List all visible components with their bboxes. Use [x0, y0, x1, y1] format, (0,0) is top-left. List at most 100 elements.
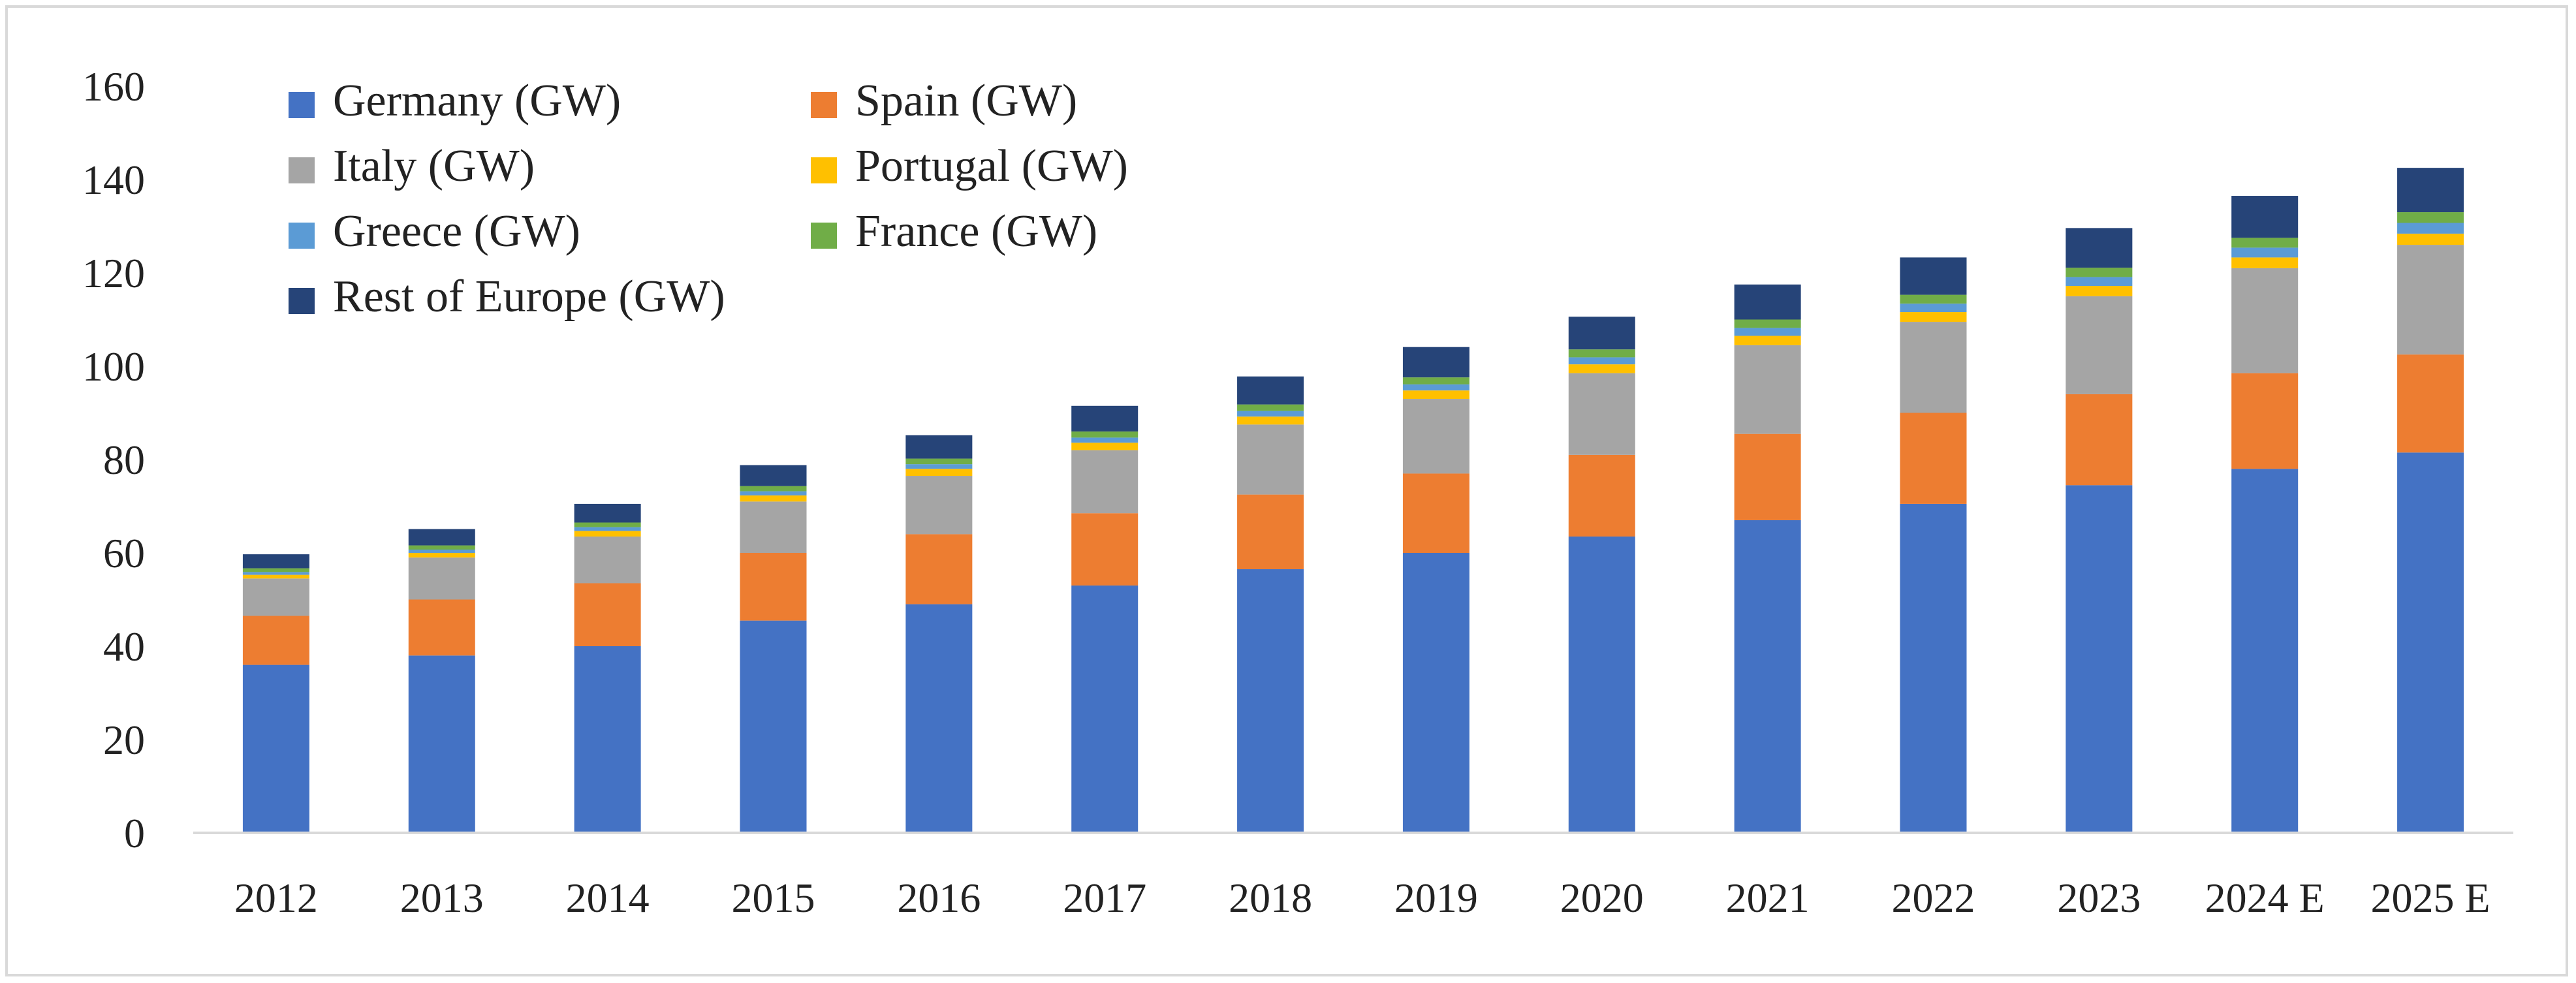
legend-label-germany-gw: Germany (GW) [333, 76, 621, 126]
x-tick-label: 2019 [1394, 875, 1478, 921]
bar-segment-portugal-gw-2012 [242, 574, 309, 579]
y-tick-label: 160 [82, 63, 145, 110]
bar-segment-greece-gw-2018 [1237, 411, 1304, 417]
bar-segment-germany-gw-2017 [1071, 585, 1139, 833]
bar-segment-germany-gw-2019 [1402, 553, 1469, 833]
bar-segment-greece-gw-2022 [1900, 304, 1967, 313]
bar-segment-france-gw-2016 [905, 458, 973, 465]
bar-segment-rest-of-europe-gw-2019 [1402, 347, 1469, 378]
bar-segment-france-gw-2014 [574, 522, 641, 527]
bar-segment-rest-of-europe-gw-2020 [1568, 317, 1635, 350]
legend-label-portugal-gw: Portugal (GW) [855, 141, 1128, 191]
bar-segment-spain-gw-2022 [1900, 413, 1967, 504]
bar-segment-portugal-gw-2021 [1734, 335, 1801, 345]
x-tick-label: 2017 [1063, 875, 1146, 921]
bar-segment-italy-gw-2015 [740, 501, 807, 553]
bar-segment-greece-gw-2012 [242, 572, 309, 575]
bar-segment-portugal-gw-2016 [905, 469, 973, 476]
bar-segment-germany-gw-2024-e [2231, 469, 2299, 833]
bar-segment-rest-of-europe-gw-2024-e [2231, 196, 2299, 238]
bar-segment-spain-gw-2019 [1402, 473, 1469, 553]
y-tick-label: 140 [82, 157, 145, 203]
bar-segment-france-gw-2020 [1568, 349, 1635, 358]
y-tick-label: 60 [103, 530, 145, 576]
x-tick-label: 2022 [1892, 875, 1975, 921]
y-tick-label: 40 [103, 623, 145, 670]
bar-segment-france-gw-2015 [740, 486, 807, 492]
bar-segment-rest-of-europe-gw-2016 [905, 435, 973, 459]
bar-segment-germany-gw-2025-e [2397, 452, 2464, 833]
bar-segment-greece-gw-2016 [905, 464, 973, 469]
bar-segment-portugal-gw-2013 [408, 553, 475, 558]
bar-segment-rest-of-europe-gw-2017 [1071, 405, 1139, 432]
x-tick-label: 2021 [1726, 875, 1810, 921]
bar-segment-italy-gw-2020 [1568, 373, 1635, 455]
x-tick-label: 2015 [732, 875, 815, 921]
legend-swatch-greece-gw [289, 223, 315, 249]
chart-frame: 0 20 40 60 80 100 120 140 160 2012 2013 2014 2015 20… [5, 5, 2568, 976]
x-tick-label: 2023 [2057, 875, 2141, 921]
bar-segment-italy-gw-2024-e [2231, 268, 2299, 373]
bar-segment-rest-of-europe-gw-2023 [2066, 228, 2133, 268]
bar-segment-italy-gw-2023 [2066, 296, 2133, 394]
bar-segment-italy-gw-2013 [408, 557, 475, 600]
y-tick-label: 0 [124, 810, 145, 856]
bar-segment-germany-gw-2012 [242, 664, 309, 833]
legend-swatch-rest-of-europe-gw [289, 288, 315, 314]
legend: Germany (GW) Spain (GW) Italy (GW) Portugal… [289, 76, 1128, 322]
bar-segment-france-gw-2023 [2066, 268, 2133, 277]
legend-label-rest-of-europe-gw: Rest of Europe (GW) [333, 272, 725, 322]
bar-segment-greece-gw-2024-e [2231, 247, 2299, 258]
legend-label-spain-gw: Spain (GW) [855, 76, 1077, 126]
bar-segment-rest-of-europe-gw-2014 [574, 503, 641, 523]
x-tick-label: 2018 [1229, 875, 1312, 921]
bar-segment-italy-gw-2012 [242, 578, 309, 616]
bar-segment-germany-gw-2013 [408, 655, 475, 833]
bar-segment-spain-gw-2012 [242, 616, 309, 665]
bar-segment-portugal-gw-2022 [1900, 312, 1967, 322]
x-tick-label: 2013 [400, 875, 484, 921]
bar-segment-portugal-gw-2020 [1568, 364, 1635, 373]
bar-segment-germany-gw-2021 [1734, 520, 1801, 833]
legend-swatch-portugal-gw [811, 157, 837, 183]
bar-segment-spain-gw-2014 [574, 583, 641, 646]
bar-segment-italy-gw-2016 [905, 476, 973, 535]
bar-segment-rest-of-europe-gw-2021 [1734, 284, 1801, 320]
bar-segment-italy-gw-2017 [1071, 450, 1139, 514]
bar-segment-germany-gw-2022 [1900, 503, 1967, 833]
bar-segment-germany-gw-2014 [574, 646, 641, 833]
bar-segment-spain-gw-2023 [2066, 394, 2133, 486]
bar-segment-rest-of-europe-gw-2022 [1900, 257, 1967, 295]
legend-label-france-gw: France (GW) [855, 206, 1097, 257]
bar-segment-spain-gw-2013 [408, 599, 475, 656]
bar-segment-spain-gw-2017 [1071, 513, 1139, 586]
bar-segment-france-gw-2018 [1237, 404, 1304, 411]
y-tick-label: 100 [82, 343, 145, 390]
bar-segment-rest-of-europe-gw-2018 [1237, 376, 1304, 405]
bar-segment-portugal-gw-2025-e [2397, 233, 2464, 245]
legend-swatch-italy-gw [289, 157, 315, 183]
bar-segment-italy-gw-2019 [1402, 399, 1469, 474]
bar-segment-france-gw-2019 [1402, 377, 1469, 384]
bar-segment-germany-gw-2020 [1568, 536, 1635, 833]
bar-segment-germany-gw-2015 [740, 620, 807, 833]
bar-segment-rest-of-europe-gw-2013 [408, 529, 475, 546]
bar-segment-france-gw-2024-e [2231, 238, 2299, 248]
bar-segment-greece-gw-2025-e [2397, 223, 2464, 234]
x-tick-label: 2025 E [2371, 875, 2490, 921]
bar-segment-italy-gw-2021 [1734, 345, 1801, 434]
bar-segment-france-gw-2017 [1071, 431, 1139, 438]
bar-segment-france-gw-2013 [408, 545, 475, 550]
bar-segment-rest-of-europe-gw-2015 [740, 465, 807, 486]
legend-label-italy-gw: Italy (GW) [333, 141, 535, 191]
bar-segment-spain-gw-2016 [905, 534, 973, 604]
bar-segment-greece-gw-2021 [1734, 328, 1801, 336]
legend-label-greece-gw: Greece (GW) [333, 206, 580, 257]
bar-segment-germany-gw-2016 [905, 604, 973, 833]
y-tick-label: 120 [82, 250, 145, 296]
bar-segment-spain-gw-2015 [740, 553, 807, 621]
bar-segment-greece-gw-2017 [1071, 437, 1139, 443]
bar-segment-rest-of-europe-gw-2012 [242, 554, 309, 569]
bar-segment-france-gw-2025-e [2397, 212, 2464, 223]
legend-swatch-spain-gw [811, 92, 837, 118]
